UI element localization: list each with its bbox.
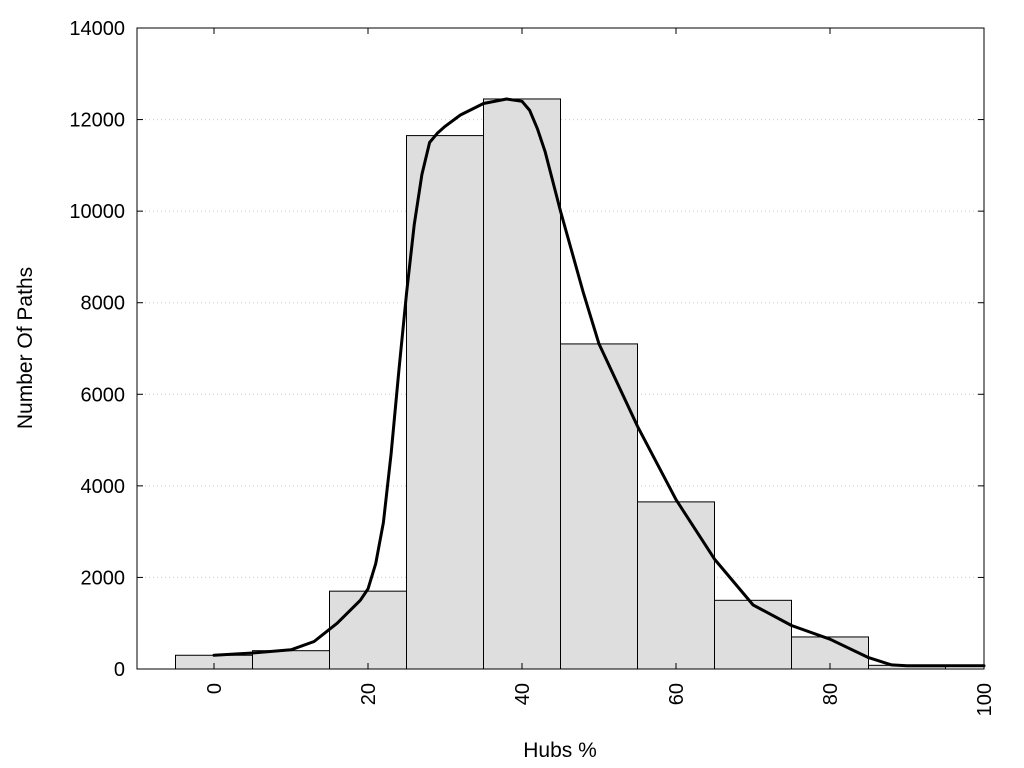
bars bbox=[175, 98, 946, 670]
y-tick-label: 2000 bbox=[81, 567, 126, 589]
bar bbox=[714, 599, 792, 670]
x-axis-label: Hubs % bbox=[523, 739, 597, 762]
y-tick-label: 14000 bbox=[69, 18, 125, 40]
bar bbox=[637, 501, 715, 670]
y-axis-label: Number Of Paths bbox=[14, 267, 37, 429]
plot-frame bbox=[136, 27, 985, 670]
density-curve bbox=[212, 97, 986, 668]
bar bbox=[406, 135, 484, 670]
x-tick-label: 80 bbox=[820, 683, 842, 705]
x-tick-label: 20 bbox=[358, 683, 380, 705]
x-tick-label: 40 bbox=[512, 683, 534, 705]
y-tick-label: 4000 bbox=[81, 476, 126, 498]
y-tick-label: 10000 bbox=[69, 201, 125, 223]
bar bbox=[560, 343, 638, 670]
bar bbox=[329, 590, 407, 670]
y-tick-label: 0 bbox=[114, 659, 125, 681]
y-axis-ticks: 0 2000 4000 6000 8000 10000 12000 14000 bbox=[69, 18, 984, 681]
x-axis-ticks: 0 20 40 60 80 100 bbox=[204, 28, 996, 716]
x-tick-label: 60 bbox=[666, 683, 688, 705]
bar bbox=[483, 98, 561, 670]
x-tick-label: 0 bbox=[204, 683, 226, 694]
y-tick-label: 8000 bbox=[81, 293, 126, 315]
x-tick-label: 100 bbox=[974, 683, 996, 716]
y-tick-label: 12000 bbox=[69, 110, 125, 132]
y-tick-label: 6000 bbox=[81, 384, 126, 406]
